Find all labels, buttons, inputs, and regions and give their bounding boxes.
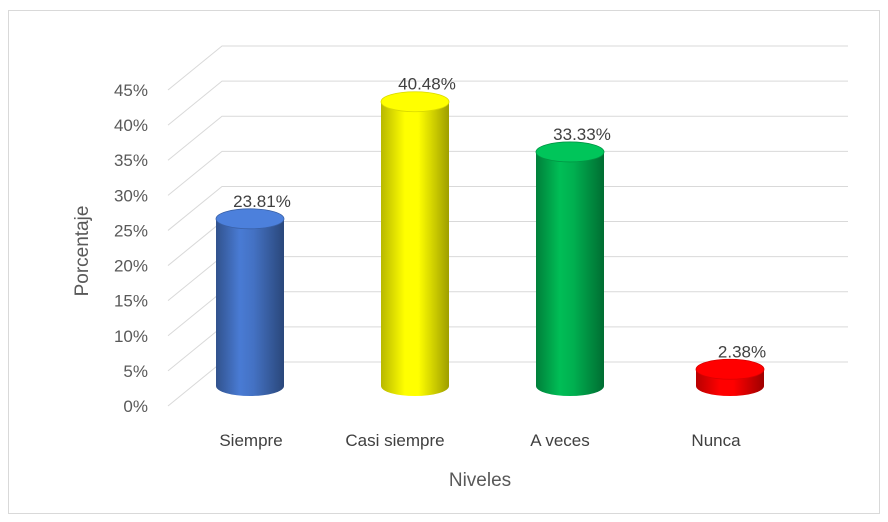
- category-label: Siempre: [219, 431, 282, 450]
- bar-casi-siempre: [381, 101, 449, 396]
- gridline: [167, 115, 848, 161]
- gridline: [167, 80, 848, 126]
- gridlines: [167, 45, 848, 407]
- x-axis-title: Niveles: [449, 470, 511, 491]
- y-tick-label: 0%: [123, 397, 148, 416]
- y-tick-label: 30%: [114, 186, 148, 205]
- bar-top: [380, 91, 450, 113]
- category-label: Nunca: [691, 431, 741, 450]
- data-label: 33.33%: [553, 125, 611, 144]
- y-tick-label: 25%: [114, 221, 148, 240]
- gridline: [167, 150, 848, 196]
- y-tick-label: 40%: [114, 116, 148, 135]
- gridline: [167, 45, 848, 91]
- data-label: 23.81%: [233, 192, 291, 211]
- y-tick-label: 15%: [114, 292, 148, 311]
- category-label: A veces: [530, 431, 590, 450]
- y-tick-label: 35%: [114, 151, 148, 170]
- y-tick-label: 10%: [114, 327, 148, 346]
- bars: [215, 91, 765, 396]
- y-tick-label: 5%: [123, 362, 148, 381]
- y-tick-label: 45%: [114, 81, 148, 100]
- bar-a-veces: [536, 151, 604, 396]
- y-axis-ticks: 0% 5% 10% 15% 20% 25% 30% 35% 40% 45%: [114, 81, 148, 416]
- y-axis-title: Porcentaje: [72, 206, 93, 297]
- bar-top: [695, 358, 765, 380]
- bar-siempre: [216, 218, 284, 396]
- bar-top: [215, 208, 285, 230]
- data-label: 40.48%: [398, 75, 456, 94]
- gridline: [167, 185, 848, 231]
- category-label: Casi siempre: [345, 431, 444, 450]
- x-axis-categories: Siempre Casi siempre A veces Nunca: [219, 431, 741, 450]
- data-labels: 23.81% 40.48% 33.33% 2.38%: [233, 75, 766, 362]
- data-label: 2.38%: [718, 342, 766, 361]
- bar-top: [535, 141, 605, 163]
- y-tick-label: 20%: [114, 257, 148, 276]
